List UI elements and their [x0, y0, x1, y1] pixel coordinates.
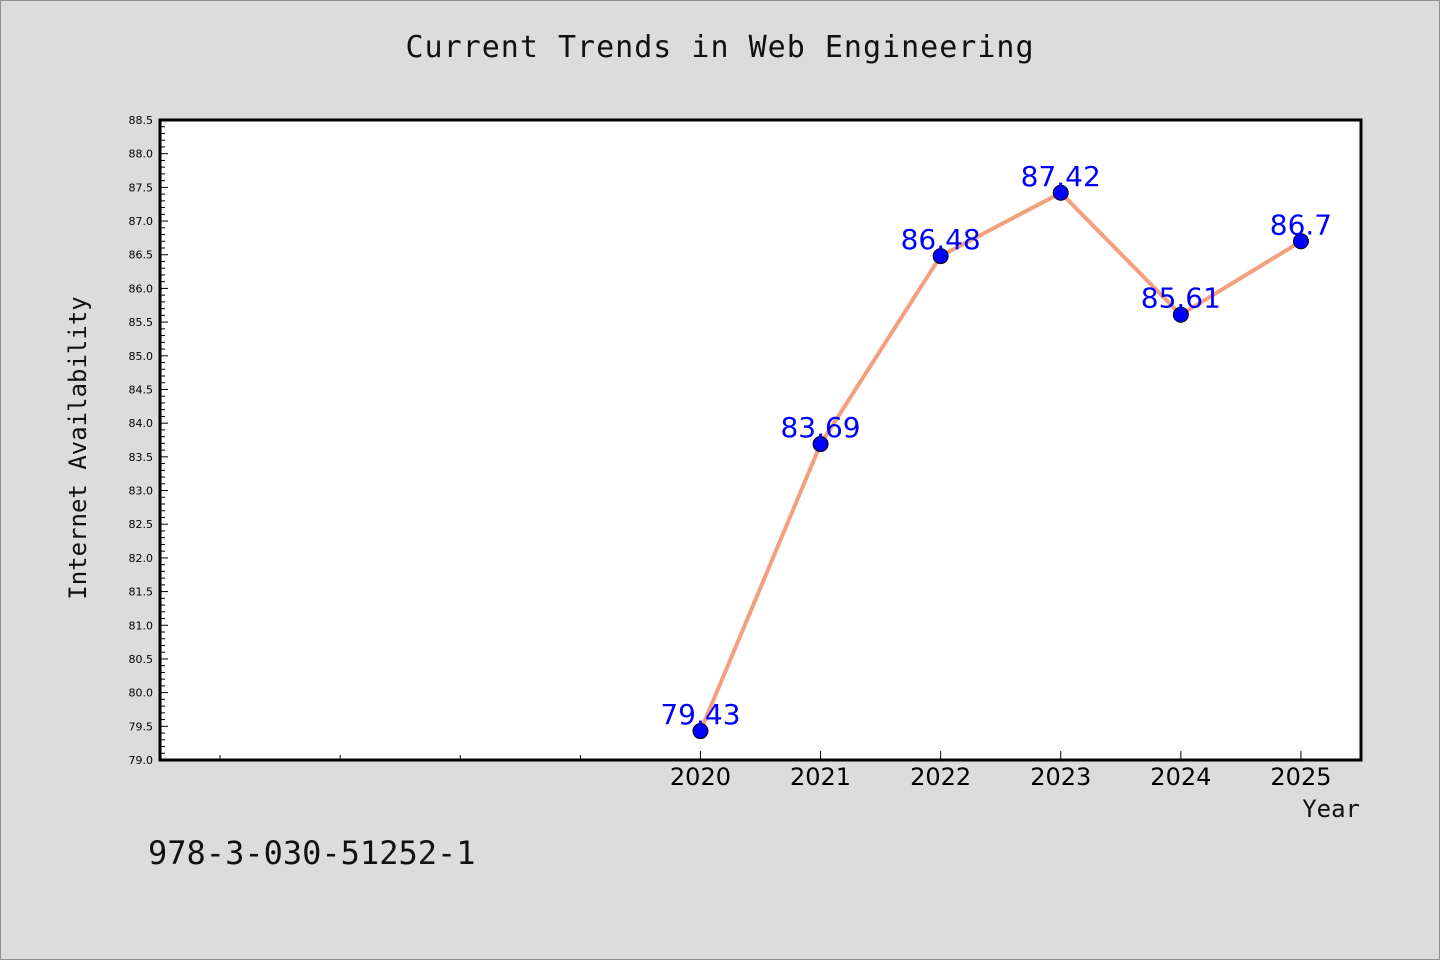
data-label: 83.69 — [780, 411, 860, 444]
y-tick-label: 85.0 — [129, 350, 154, 363]
data-label: 86.7 — [1270, 208, 1332, 241]
y-axis: 79.0 79.5 80.0 80.5 81.0 81.5 82.0 82.5 83.0 83.5… — [129, 114, 168, 767]
x-tick-label: 2023 — [1030, 763, 1091, 791]
y-tick-label: 88.0 — [129, 148, 154, 161]
y-tick-label: 79.5 — [129, 720, 154, 733]
data-point — [692, 723, 709, 740]
y-tick-label: 87.5 — [129, 181, 154, 194]
data-label: 79.43 — [660, 698, 740, 731]
y-tick-label: 79.0 — [129, 754, 154, 767]
data-point — [932, 248, 949, 265]
x-tick-label: 2024 — [1150, 763, 1211, 791]
chart-title: Current Trends in Web Engineering — [405, 30, 1035, 65]
data-point — [1292, 233, 1309, 250]
data-point — [1052, 184, 1069, 201]
footer-identifier: 978-3-030-51252-1 — [148, 834, 476, 872]
y-tick-label: 86.0 — [129, 282, 154, 295]
y-tick-label: 83.0 — [129, 485, 154, 498]
y-tick-label: 83.5 — [129, 451, 154, 464]
series-line — [698, 190, 1303, 733]
data-point — [1172, 306, 1189, 323]
y-tick-label: 80.0 — [129, 687, 154, 700]
x-axis-label: Year — [1302, 795, 1360, 823]
y-tick-label: 85.5 — [129, 316, 154, 329]
data-point — [812, 436, 829, 453]
y-tick-label: 84.0 — [129, 417, 154, 430]
y-tick-label: 81.5 — [129, 586, 154, 599]
x-tick-label: 2020 — [670, 763, 731, 791]
data-label: 85.61 — [1141, 282, 1221, 315]
y-tick-label: 81.0 — [129, 619, 154, 632]
plot-area — [158, 118, 1363, 762]
y-tick-label: 82.0 — [129, 552, 154, 565]
x-tick-label: 2021 — [790, 763, 851, 791]
y-tick-label: 82.5 — [129, 518, 154, 531]
y-tick-label: 88.5 — [129, 114, 154, 127]
y-tick-label: 87.0 — [129, 215, 154, 228]
x-tick-label: 2025 — [1270, 763, 1331, 791]
x-axis: 2020 2021 2022 2023 2024 2025 — [219, 751, 1331, 791]
data-label: 87.42 — [1021, 160, 1101, 193]
y-tick-label: 86.5 — [129, 249, 154, 262]
data-label: 86.48 — [901, 223, 981, 256]
y-tick-label: 84.5 — [129, 383, 154, 396]
y-tick-label: 80.5 — [129, 653, 154, 666]
x-tick-label: 2022 — [910, 763, 971, 791]
series-group: 79.43 83.69 86.48 87.42 85.61 86.7 — [660, 160, 1332, 740]
